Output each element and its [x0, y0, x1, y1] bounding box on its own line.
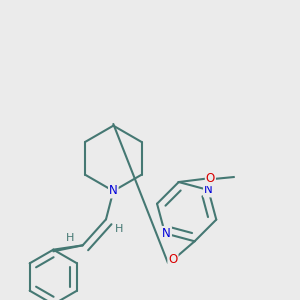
Text: N: N — [109, 184, 118, 197]
Text: H: H — [115, 224, 123, 234]
Text: N: N — [204, 184, 213, 196]
Text: H: H — [66, 233, 74, 243]
Text: N: N — [162, 227, 171, 240]
Text: O: O — [206, 172, 215, 185]
Text: O: O — [168, 253, 178, 266]
